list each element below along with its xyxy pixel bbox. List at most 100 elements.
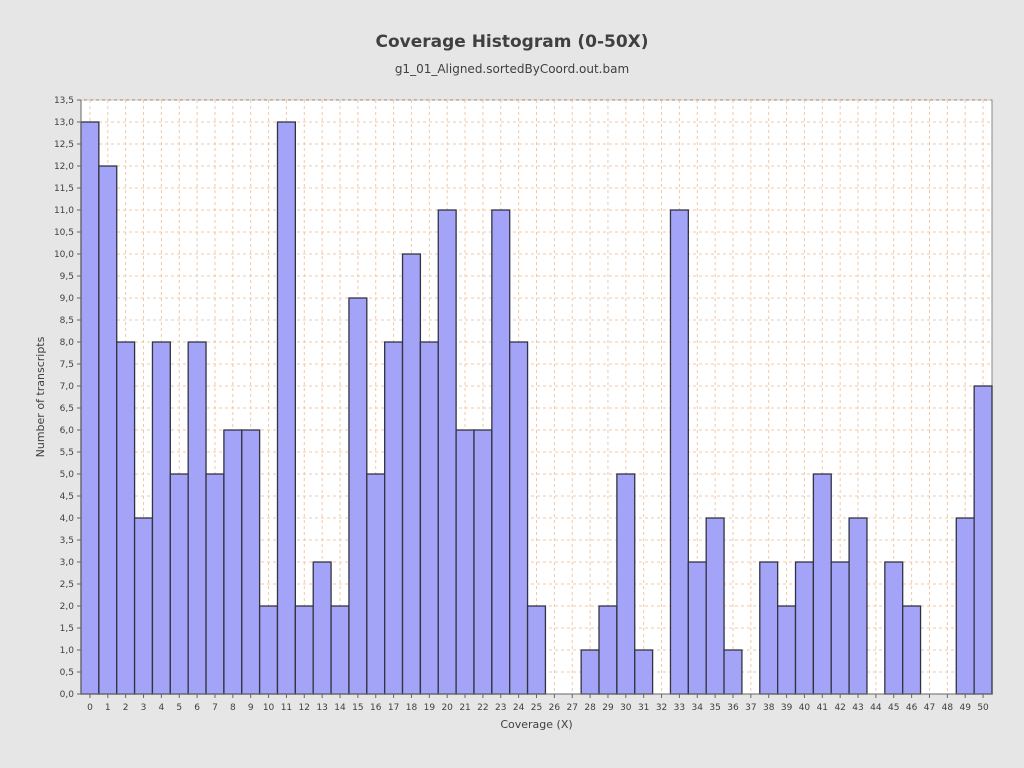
x-tick-label: 48 [942, 703, 954, 713]
bar [902, 605, 922, 695]
y-tick-label: 11,5 [54, 184, 74, 194]
y-tick-label: 2,5 [60, 580, 74, 590]
bar [794, 561, 815, 695]
x-axis-label: Coverage (X) [500, 718, 572, 731]
y-tick-label: 1,5 [60, 624, 74, 634]
x-tick-label: 37 [745, 703, 756, 713]
x-tick-label: 22 [477, 703, 488, 713]
bar [723, 649, 743, 695]
bar [776, 605, 797, 695]
bar [634, 649, 654, 695]
y-tick-label: 2,0 [60, 602, 75, 612]
x-tick-label: 17 [388, 703, 399, 713]
x-tick-label: 30 [620, 703, 632, 713]
y-tick-label: 3,5 [60, 536, 74, 546]
x-tick-label: 12 [299, 703, 310, 713]
bar [401, 253, 422, 695]
y-tick-label: 9,5 [60, 272, 74, 282]
bar [116, 341, 136, 695]
x-tick-label: 3 [141, 703, 147, 713]
bar [151, 341, 171, 695]
y-tick-label: 5,5 [60, 448, 74, 458]
bar [830, 561, 850, 695]
bar [884, 561, 904, 695]
x-tick-label: 32 [656, 703, 667, 713]
bar [759, 561, 779, 695]
bar [98, 165, 118, 695]
y-tick-label: 3,0 [60, 558, 75, 568]
bar [491, 209, 511, 695]
y-tick-label: 13,0 [54, 118, 74, 128]
y-tick-label: 1,0 [60, 646, 75, 656]
x-tick-label: 44 [870, 703, 882, 713]
bar [848, 517, 868, 695]
bar [437, 209, 457, 695]
x-tick-label: 9 [248, 703, 254, 713]
y-tick-label: 6,5 [60, 404, 74, 414]
bar [669, 209, 689, 695]
bar [330, 605, 350, 695]
x-tick-label: 18 [406, 703, 418, 713]
bar [580, 649, 600, 695]
bar [384, 341, 404, 695]
x-tick-label: 49 [959, 703, 971, 713]
x-tick-label: 15 [352, 703, 363, 713]
x-tick-label: 23 [495, 703, 506, 713]
x-tick-label: 35 [709, 703, 720, 713]
x-tick-label: 0 [87, 703, 93, 713]
bar [705, 517, 725, 695]
bar [294, 605, 314, 695]
x-tick-label: 33 [674, 703, 685, 713]
bar [276, 121, 297, 695]
x-tick-label: 6 [194, 703, 200, 713]
y-tick-label: 6,0 [60, 426, 75, 436]
bar [812, 473, 832, 695]
x-tick-label: 1 [105, 703, 111, 713]
bar [955, 517, 975, 695]
bar [455, 429, 475, 695]
axis-layer: 0,0 0,5 1,0 1,5 2,0 2,5 3,0 3,5 4,0 4,5 5,0 5,5 6,0 6… [54, 96, 992, 713]
bar [616, 473, 636, 695]
bar [473, 429, 493, 695]
y-axis-label: Number of transcripts [34, 336, 47, 457]
y-tick-label: 12,5 [54, 140, 74, 150]
x-tick-label: 14 [334, 703, 346, 713]
y-tick-label: 11,0 [54, 206, 74, 216]
x-tick-label: 41 [817, 703, 828, 713]
x-tick-label: 38 [763, 703, 775, 713]
x-tick-label: 24 [513, 703, 525, 713]
x-tick-label: 27 [566, 703, 577, 713]
bar [973, 385, 993, 695]
bar [312, 561, 332, 695]
x-tick-label: 10 [263, 703, 275, 713]
x-tick-label: 36 [727, 703, 739, 713]
x-tick-label: 34 [692, 703, 704, 713]
y-tick-label: 8,5 [60, 316, 74, 326]
x-tick-label: 28 [584, 703, 596, 713]
x-tick-label: 20 [441, 703, 453, 713]
y-tick-label: 7,5 [60, 360, 74, 370]
x-tick-label: 46 [906, 703, 918, 713]
x-tick-label: 4 [159, 703, 165, 713]
bar [366, 473, 386, 695]
x-tick-label: 43 [852, 703, 863, 713]
y-tick-label: 0,0 [60, 690, 75, 700]
x-tick-label: 11 [281, 703, 292, 713]
bar [205, 473, 225, 695]
y-tick-label: 10,0 [54, 250, 74, 260]
bar [241, 429, 261, 695]
y-tick-label: 5,0 [60, 470, 75, 480]
x-tick-label: 2 [123, 703, 129, 713]
bar-layer [80, 121, 993, 695]
x-tick-label: 42 [834, 703, 845, 713]
x-tick-label: 5 [176, 703, 182, 713]
x-tick-label: 25 [531, 703, 542, 713]
x-tick-label: 45 [888, 703, 899, 713]
y-tick-label: 10,5 [54, 228, 74, 238]
bar [598, 605, 618, 695]
x-tick-label: 16 [370, 703, 382, 713]
chart-title: Coverage Histogram (0-50X) [375, 32, 649, 52]
bar [509, 341, 529, 695]
bar [80, 121, 100, 695]
